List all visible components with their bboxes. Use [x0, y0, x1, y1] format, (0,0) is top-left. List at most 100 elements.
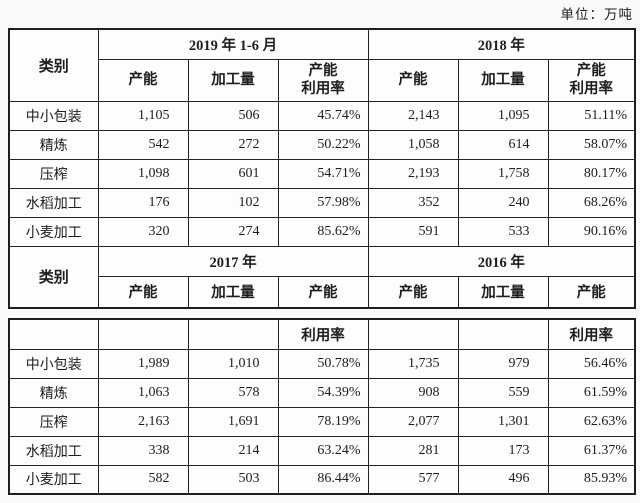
row-category: 中小包装: [8, 100, 99, 131]
table-row: 水稻加工 338 214 63.24% 281 173 61.37%: [8, 435, 636, 466]
unit-label: 单位：万吨: [560, 7, 633, 22]
cell-value: 54.39%: [277, 377, 369, 408]
cell-value: 173: [457, 435, 549, 466]
cell-value: 2,077: [367, 406, 459, 437]
cell-value: 240: [457, 187, 549, 218]
cell-value: 601: [187, 158, 279, 189]
row-category: 小麦加工: [8, 464, 99, 495]
cell-value: 80.17%: [547, 158, 636, 189]
cell-value: 578: [187, 377, 279, 408]
cell-value: 320: [97, 216, 189, 247]
cell-value: 582: [97, 464, 189, 495]
table-row: 中小包装 1,105 506 45.74% 2,143 1,095 51.11%: [8, 100, 636, 131]
cell-value: 85.62%: [277, 216, 369, 247]
col-header-utilization: 产能: [547, 275, 636, 309]
cell-value: 496: [457, 464, 549, 495]
category-column-header: 类别: [8, 28, 99, 102]
col-header-capacity: 产能: [97, 275, 189, 309]
col-header-throughput: 加工量: [187, 275, 279, 309]
cell-value: 281: [367, 435, 459, 466]
capacity-table-top: 类别 2019 年 1-6 月 2018 年 产能 加工量 产能 利用率 产能 加…: [8, 28, 637, 309]
cell-value: 591: [367, 216, 459, 247]
cell-value: 51.11%: [547, 100, 636, 131]
cell-value: 1,105: [97, 100, 189, 131]
table-row: 小麦加工 320 274 85.62% 591 533 90.16%: [8, 216, 636, 247]
col-header-capacity: 产能: [97, 58, 189, 102]
cell-value: 559: [457, 377, 549, 408]
col-header-capacity: 产能: [367, 275, 459, 309]
cell-value: 61.37%: [547, 435, 636, 466]
cell-value: 86.44%: [277, 464, 369, 495]
cell-value: 1,301: [457, 406, 549, 437]
subheader-line: 产能: [308, 62, 338, 79]
cell-value: 338: [97, 435, 189, 466]
row-category: 水稻加工: [8, 187, 99, 218]
cell-value: 542: [97, 129, 189, 160]
subheader-line: 加工量: [211, 71, 255, 88]
cell-value: 50.78%: [277, 348, 369, 379]
empty-cell: [457, 318, 549, 350]
cell-value: 1,758: [457, 158, 549, 189]
cell-value: 102: [187, 187, 279, 218]
cell-value: 50.22%: [277, 129, 369, 160]
cell-value: 1,063: [97, 377, 189, 408]
cell-value: 57.98%: [277, 187, 369, 218]
carryover-header-row: 利用率 利用率: [8, 318, 636, 350]
col-header-throughput: 加工量: [187, 58, 279, 102]
col-header-utilization-cont: 利用率: [547, 318, 636, 350]
row-category: 精炼: [8, 129, 99, 160]
cell-value: 577: [367, 464, 459, 495]
cell-value: 61.59%: [547, 377, 636, 408]
cell-value: 214: [187, 435, 279, 466]
empty-cell: [367, 318, 459, 350]
cell-value: 68.26%: [547, 187, 636, 218]
col-header-throughput: 加工量: [457, 275, 549, 309]
cell-value: 1,735: [367, 348, 459, 379]
cell-value: 63.24%: [277, 435, 369, 466]
row-category: 中小包装: [8, 348, 99, 379]
cell-value: 1,098: [97, 158, 189, 189]
cell-value: 614: [457, 129, 549, 160]
cell-value: 1,058: [367, 129, 459, 160]
table-row: 精炼 542 272 50.22% 1,058 614 58.07%: [8, 129, 636, 160]
cell-value: 1,010: [187, 348, 279, 379]
period-2019-header: 2019 年 1-6 月: [97, 28, 369, 60]
cell-value: 506: [187, 100, 279, 131]
cell-value: 78.19%: [277, 406, 369, 437]
cell-value: 1,691: [187, 406, 279, 437]
subheader-line: 利用率: [569, 81, 614, 97]
cell-value: 2,163: [97, 406, 189, 437]
cell-value: 2,193: [367, 158, 459, 189]
cell-value: 90.16%: [547, 216, 636, 247]
subheader-row: 产能 加工量 产能 利用率 产能 加工量 产能 利用率: [9, 58, 636, 102]
capacity-table-bottom: 利用率 利用率 中小包装 1,989 1,010 50.78% 1,735 97…: [8, 318, 636, 495]
period-header-row: 类别 2019 年 1-6 月 2018 年: [8, 28, 636, 102]
cell-value: 58.07%: [547, 129, 636, 160]
table-row: 压榨 1,098 601 54.71% 2,193 1,758 80.17%: [8, 158, 636, 189]
row-category: 水稻加工: [8, 435, 99, 466]
cell-value: 352: [367, 187, 459, 218]
cell-value: 176: [97, 187, 189, 218]
period-2017-header: 2017 年: [97, 245, 369, 277]
col-header-utilization: 产能 利用率: [547, 58, 636, 102]
table-row: 压榨 2,163 1,691 78.19% 2,077 1,301 62.63%: [8, 406, 636, 437]
category-column-header: 类别: [8, 245, 99, 309]
subheader-line: 利用率: [301, 81, 345, 97]
period-header-row: 类别 2017 年 2016 年: [8, 245, 636, 309]
cell-value: 1,095: [457, 100, 549, 131]
empty-cell: [8, 318, 99, 350]
cell-value: 908: [367, 377, 459, 408]
row-category: 精炼: [8, 377, 99, 408]
empty-cell: [97, 318, 189, 350]
cell-value: 533: [457, 216, 549, 247]
cell-value: 979: [457, 348, 549, 379]
subheader-line: 产能: [576, 62, 606, 79]
col-header-utilization-cont: 利用率: [277, 318, 369, 350]
empty-cell: [187, 318, 279, 350]
subheader-line: 产能: [128, 71, 158, 88]
row-category: 压榨: [8, 158, 99, 189]
cell-value: 503: [187, 464, 279, 495]
cell-value: 85.93%: [547, 464, 636, 495]
row-category: 压榨: [8, 406, 99, 437]
